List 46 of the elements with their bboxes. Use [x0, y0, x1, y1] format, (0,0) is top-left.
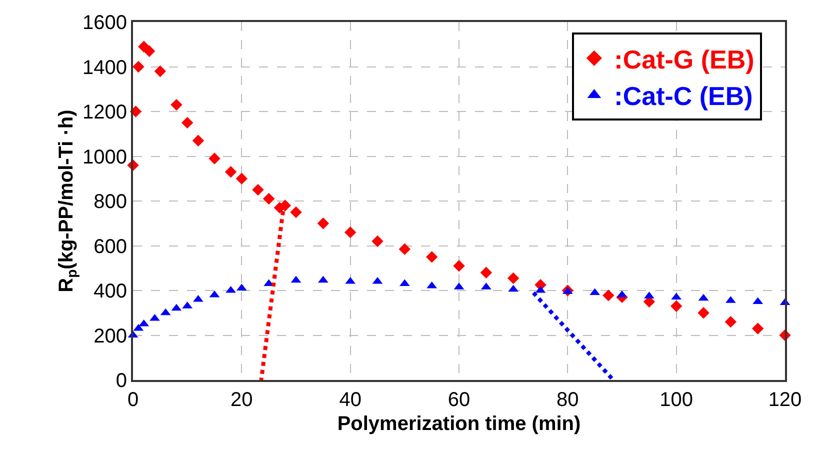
x-tick-label: 20 [230, 389, 253, 411]
point [480, 266, 492, 278]
point [130, 106, 142, 118]
point [724, 316, 737, 328]
x-tick-label: 60 [448, 389, 470, 411]
point [208, 152, 220, 164]
x-tick-label: 100 [660, 389, 694, 411]
y-tick-label: 800 [94, 191, 127, 213]
point [150, 314, 160, 321]
point [602, 290, 614, 302]
point [344, 226, 356, 238]
y-tick-label: 600 [94, 236, 127, 258]
y-tick-label: 1600 [82, 12, 127, 34]
x-axis-title: Polymerization time (min) [337, 413, 581, 435]
point [132, 60, 144, 73]
point [698, 307, 710, 319]
point [236, 172, 248, 184]
point [372, 235, 384, 248]
x-tick-label: 40 [339, 389, 362, 411]
point [143, 45, 156, 57]
y-tick-label: 1200 [82, 102, 127, 124]
x-tick-label: 120 [768, 389, 802, 411]
legend-label: :Cat-C (EB) [614, 81, 753, 112]
point [752, 322, 764, 334]
point [154, 65, 166, 78]
point [670, 300, 682, 312]
point [170, 98, 182, 111]
point [426, 251, 438, 263]
y-tick-label: 1400 [82, 56, 127, 79]
point [317, 218, 330, 230]
y-tick-label: 200 [94, 325, 127, 348]
point [224, 166, 237, 178]
point [192, 134, 204, 146]
y-tick-label: 0 [116, 370, 127, 392]
point [181, 116, 194, 129]
point [290, 206, 302, 218]
point [262, 192, 275, 205]
y-tick-label: 1000 [82, 146, 127, 168]
point [193, 294, 204, 302]
point [252, 184, 264, 196]
legend-label: :Cat-G (EB) [614, 44, 754, 74]
x-tick-label: 80 [556, 389, 579, 411]
y-tick-label: 400 [94, 280, 127, 302]
point [453, 260, 465, 272]
point [507, 272, 520, 284]
point [398, 243, 411, 255]
